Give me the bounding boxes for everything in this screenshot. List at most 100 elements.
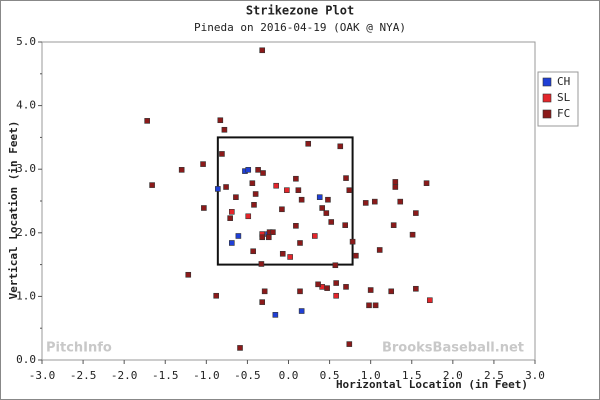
point: [279, 206, 285, 213]
point: [346, 187, 353, 193]
point: [265, 234, 272, 241]
point: [392, 184, 399, 190]
point: [316, 194, 323, 200]
point: [397, 198, 404, 205]
point: [390, 222, 397, 228]
point: [423, 180, 430, 186]
point: [323, 210, 330, 216]
point: [311, 233, 318, 239]
y-tick-label: 0.0: [16, 353, 36, 366]
point: [305, 140, 312, 147]
point: [342, 222, 348, 228]
point: [213, 292, 219, 299]
point: [346, 341, 353, 347]
x-tick-label: 2.5: [484, 369, 504, 382]
point: [235, 233, 242, 239]
point: [200, 161, 206, 167]
x-tick-label: -3.0: [29, 369, 56, 382]
point: [297, 288, 303, 295]
point: [178, 167, 185, 173]
point: [252, 191, 259, 197]
point: [367, 287, 374, 293]
point: [297, 240, 303, 246]
point: [255, 167, 261, 173]
y-tick-label: 4.0: [16, 99, 36, 112]
point: [261, 288, 268, 295]
point: [217, 117, 224, 124]
point: [229, 209, 235, 215]
point: [293, 223, 299, 229]
point: [221, 126, 228, 133]
point: [392, 179, 399, 185]
legend-label: SL: [557, 91, 571, 104]
legend-label: CH: [557, 75, 570, 88]
point: [272, 312, 279, 318]
watermark: BrooksBaseball.net: [382, 341, 524, 356]
x-tick-label: 1.0: [361, 369, 381, 382]
plot-area: [41, 41, 536, 361]
x-tick-label: -2.5: [70, 369, 97, 382]
point: [293, 175, 299, 182]
point: [287, 254, 293, 260]
point: [259, 234, 266, 241]
point: [295, 187, 302, 193]
point: [284, 187, 290, 193]
point: [337, 143, 344, 150]
point: [249, 180, 256, 186]
point: [376, 247, 383, 253]
y-tick-label: 5.0: [16, 35, 36, 48]
point: [250, 248, 256, 255]
x-tick-label: -0.5: [234, 369, 261, 382]
point: [259, 47, 266, 54]
point: [324, 285, 330, 291]
point: [227, 215, 233, 221]
point: [259, 299, 266, 305]
point: [409, 231, 416, 238]
point: [298, 308, 305, 314]
point: [333, 280, 339, 286]
legend-swatch: [542, 109, 552, 119]
y-tick-label: 1.0: [16, 289, 36, 302]
point: [223, 184, 229, 190]
x-tick-label: 2.0: [443, 369, 463, 382]
point: [349, 238, 356, 245]
y-tick-label: 3.0: [16, 162, 36, 175]
x-tick-label: -2.0: [111, 369, 138, 382]
point: [229, 240, 235, 246]
point: [325, 196, 331, 203]
point: [343, 175, 349, 181]
y-tick-label: 2.0: [16, 226, 36, 239]
point: [372, 302, 379, 309]
point: [251, 202, 257, 208]
legend-swatch: [542, 93, 552, 103]
x-tick-label: -1.5: [152, 369, 179, 382]
x-tick-label: 0.0: [279, 369, 299, 382]
x-tick-label: 3.0: [525, 369, 545, 382]
chart-subtitle: Pineda on 2016-04-19 (OAK @ NYA): [194, 21, 406, 34]
point: [413, 285, 419, 292]
point: [273, 182, 279, 189]
point: [371, 198, 378, 205]
point: [353, 252, 359, 259]
legend-swatch: [542, 77, 552, 87]
point: [328, 219, 335, 225]
x-tick-label: 0.5: [320, 369, 340, 382]
strike-zone: [216, 136, 354, 266]
point: [144, 118, 150, 124]
legend-label: FC: [557, 107, 570, 120]
point: [413, 210, 419, 216]
point: [343, 284, 349, 290]
watermark: PitchInfo: [46, 341, 112, 356]
point: [237, 345, 243, 351]
x-tick-label: 1.5: [402, 369, 422, 382]
x-tick-label: -1.0: [193, 369, 220, 382]
chart-title: Strikezone Plot: [246, 4, 354, 18]
point: [332, 262, 339, 269]
point: [233, 194, 239, 200]
point: [315, 281, 321, 288]
point: [260, 170, 266, 176]
point: [333, 292, 339, 299]
point: [270, 229, 276, 235]
point: [245, 167, 252, 173]
